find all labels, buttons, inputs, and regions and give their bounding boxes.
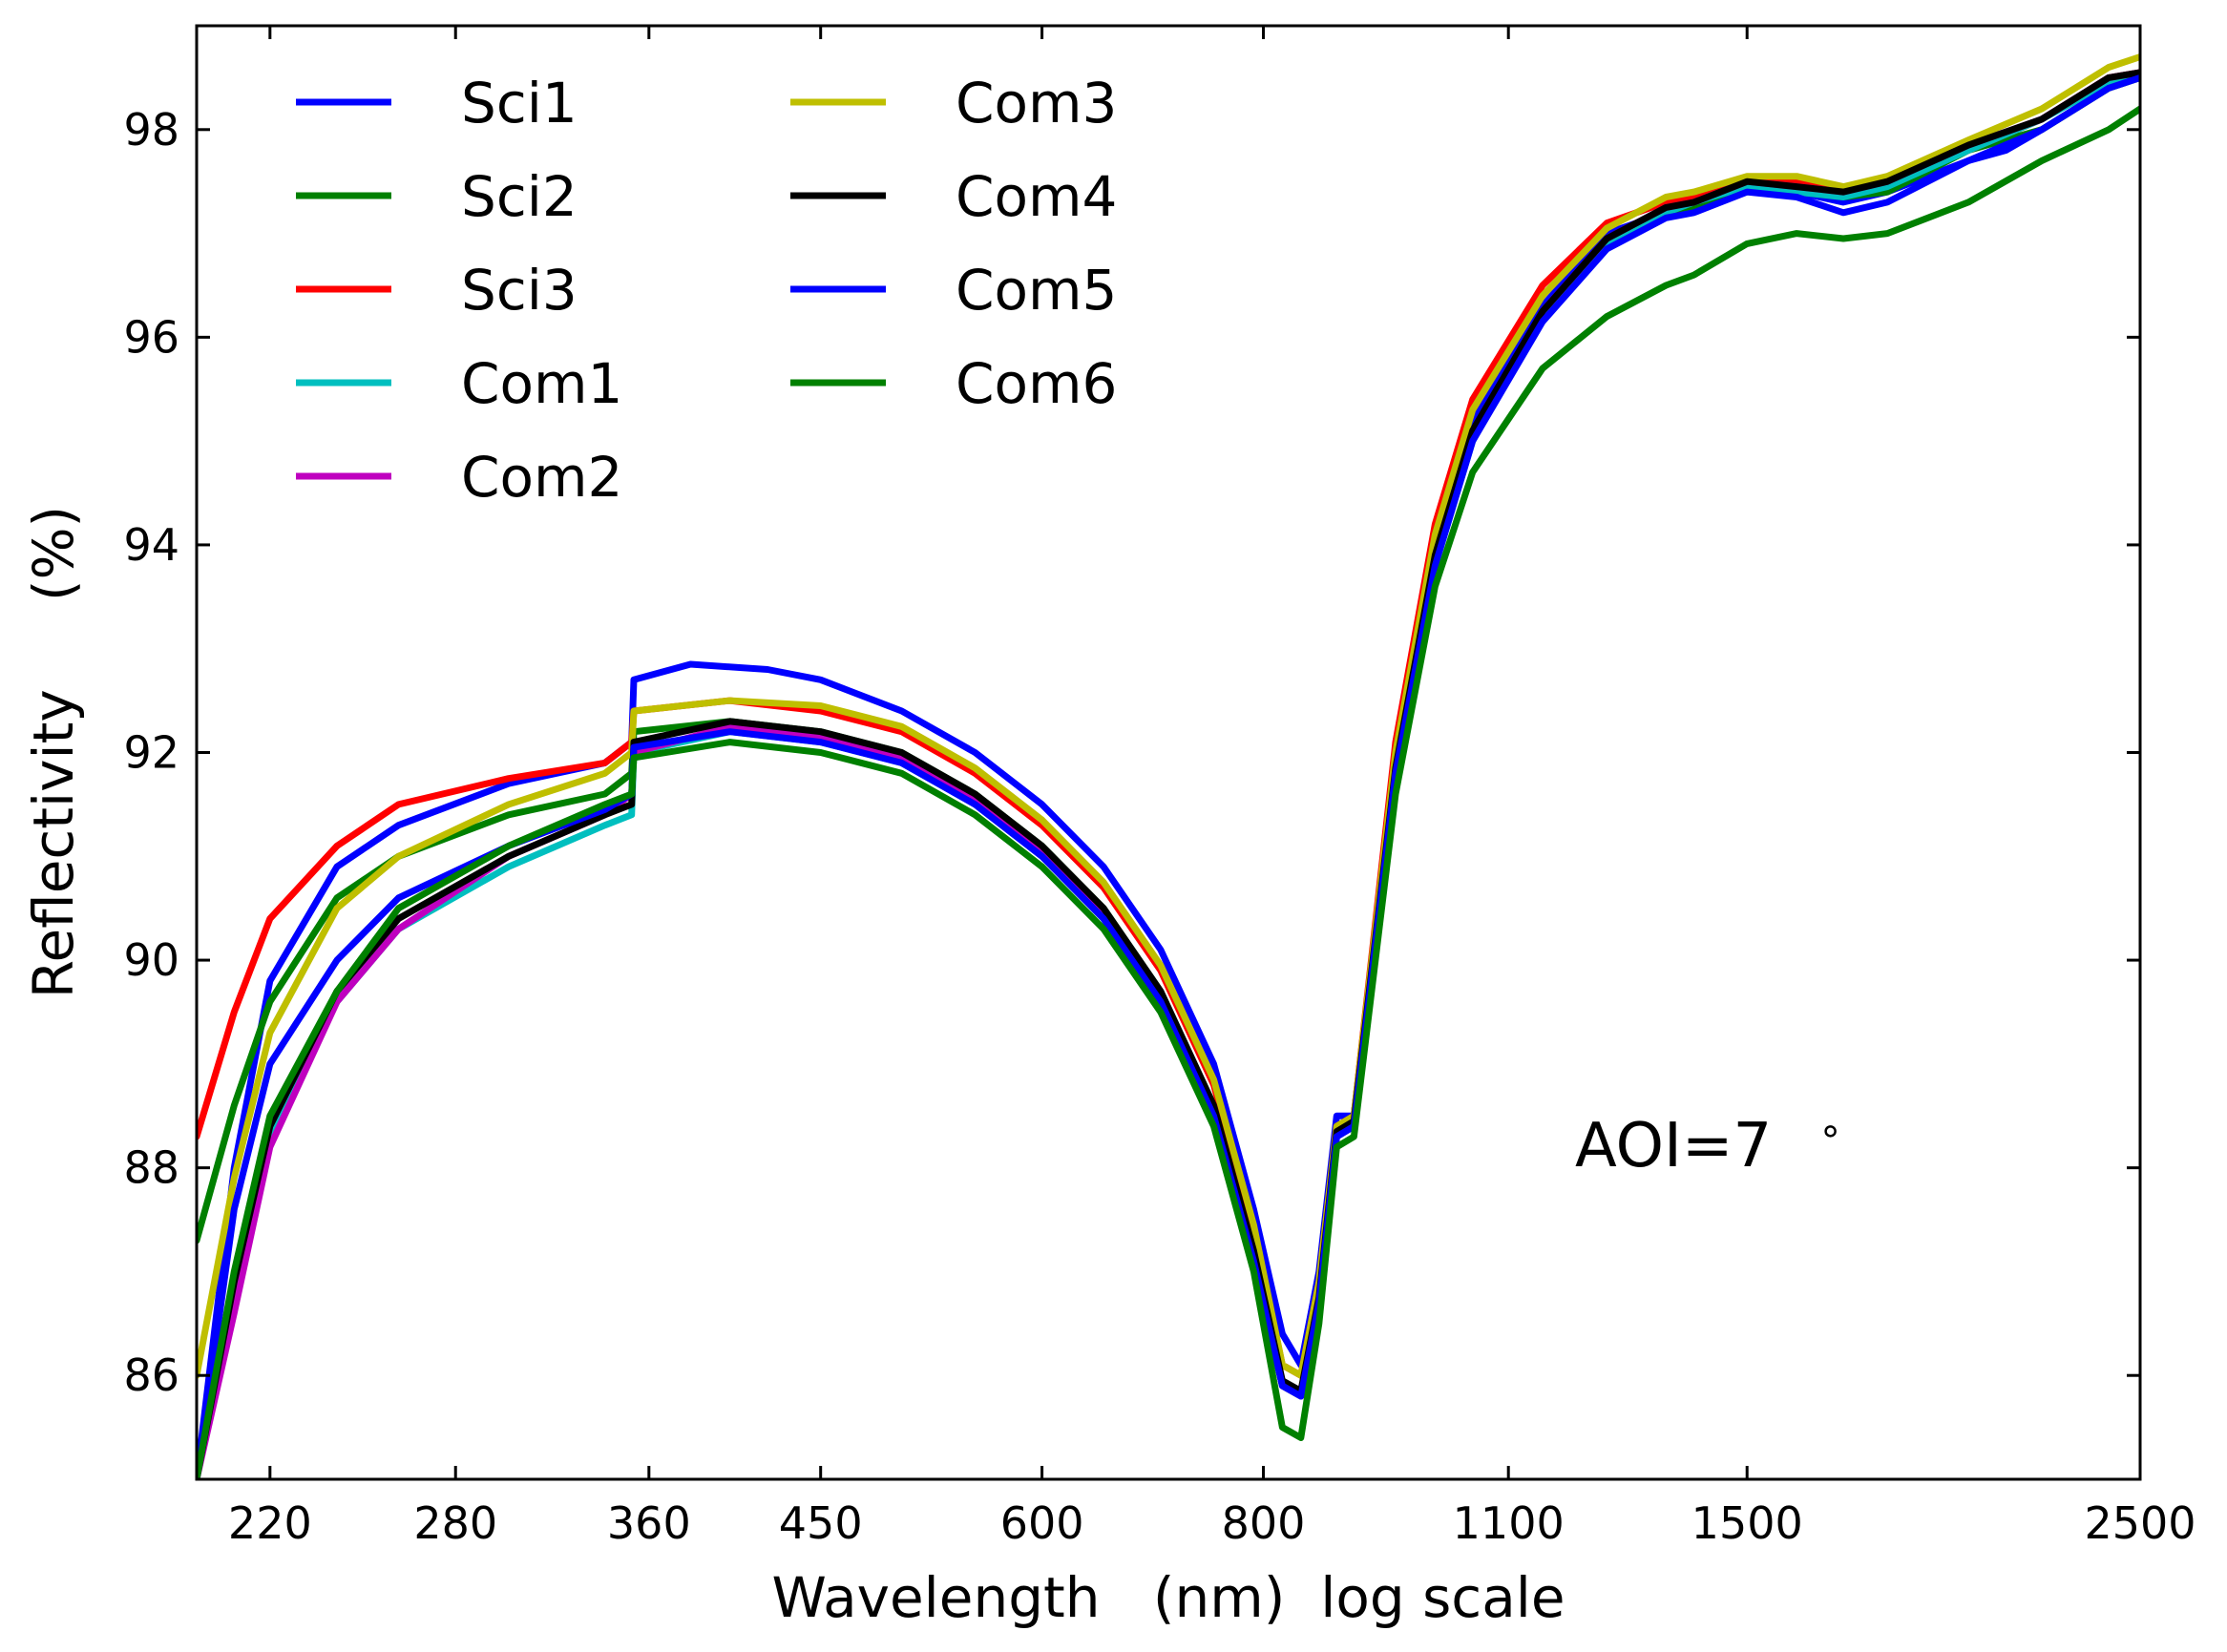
- y-tick-label: 90: [123, 934, 179, 986]
- series-line-com4: [197, 69, 2140, 1479]
- legend-label: Com6: [956, 351, 1117, 416]
- legend-entry-com6: Com6: [790, 351, 1117, 416]
- legend-entry-com1: Com1: [296, 351, 622, 416]
- x-tick-label: 360: [607, 1497, 691, 1549]
- legend-label: Sci3: [461, 258, 578, 323]
- aoi-annotation: AOI=7: [1575, 1111, 1772, 1181]
- x-tick-label: 2500: [2084, 1497, 2195, 1549]
- y-tick-label: 92: [123, 727, 179, 779]
- legend-entry-com5: Com5: [790, 258, 1117, 323]
- y-tick-label: 96: [123, 311, 179, 363]
- y-axis-title: Reflectivity (%): [21, 506, 86, 998]
- legend-entry-sci3: Sci3: [296, 258, 578, 323]
- x-tick-label: 280: [413, 1497, 497, 1549]
- x-tick-label: 1500: [1691, 1497, 1803, 1549]
- series-line-com5: [197, 73, 2140, 1479]
- ticks-layer: 220 280 360 450 600 800 1100 1500 2500 86 88 90 92 94…: [123, 26, 2196, 1549]
- legend-label: Sci1: [461, 71, 578, 136]
- legend-entry-sci2: Sci2: [296, 164, 578, 229]
- x-tick-label: 600: [1000, 1497, 1084, 1549]
- legend-label: Com2: [461, 445, 622, 510]
- x-tick-label: 450: [779, 1497, 863, 1549]
- legend-label: Com1: [461, 351, 622, 416]
- x-axis-title: Wavelength (nm) log scale: [771, 1565, 1565, 1630]
- x-tick-label: 1100: [1453, 1497, 1565, 1549]
- series-line-com3: [197, 53, 2140, 1379]
- legend: Sci1 Sci2 Sci3 Com1 Com2 Com3 Com4 Com5 Com6: [296, 71, 1117, 510]
- legend-label: Com5: [956, 258, 1117, 323]
- legend-label: Com3: [956, 71, 1117, 136]
- legend-entry-sci1: Sci1: [296, 71, 578, 136]
- y-tick-label: 94: [123, 519, 179, 571]
- legend-entry-com2: Com2: [296, 445, 622, 510]
- x-tick-label: 220: [228, 1497, 312, 1549]
- legend-label: Sci2: [461, 164, 578, 229]
- legend-entry-com4: Com4: [790, 164, 1117, 229]
- y-tick-label: 88: [123, 1142, 179, 1194]
- x-tick-label: 800: [1222, 1497, 1306, 1549]
- series-layer: [197, 53, 2140, 1479]
- series-line-com6: [197, 105, 2140, 1479]
- legend-label: Com4: [956, 164, 1117, 229]
- legend-entry-com3: Com3: [790, 71, 1117, 136]
- y-tick-label: 98: [123, 104, 179, 156]
- annotation: AOI=7 ∘: [1575, 1109, 1842, 1181]
- y-tick-label: 86: [123, 1349, 179, 1401]
- degree-symbol: ∘: [1818, 1109, 1842, 1153]
